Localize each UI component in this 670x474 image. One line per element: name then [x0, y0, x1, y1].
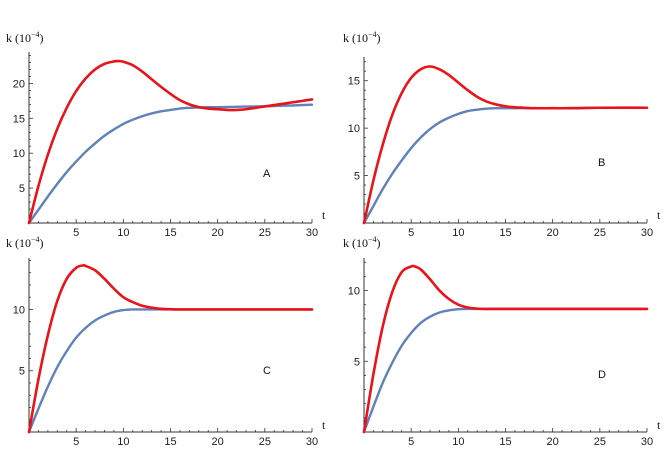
y-tick-label: 5: [19, 366, 25, 378]
x-tick-label: 25: [594, 227, 606, 239]
y-axis-title-exponent: −4: [368, 30, 377, 39]
x-tick-label: 15: [499, 436, 511, 448]
x-tick-label: 10: [452, 436, 464, 448]
x-tick-label: 5: [73, 227, 79, 239]
y-axis-title-main: k (10: [343, 236, 368, 250]
y-tick-label: 10: [348, 286, 360, 298]
y-tick-label: 5: [19, 183, 25, 195]
x-axis-title: t: [322, 208, 326, 222]
x-axis-title: t: [657, 418, 661, 432]
panel-a: 5 10 15 20 25 30 5 10 15 20 k (10−4) t A: [6, 30, 326, 239]
x-tick-label: 30: [641, 227, 653, 239]
panel-c: 5 10 15 20 25 30 5 10 k (10−4) t C: [6, 235, 326, 448]
y-axis-title: k (10−4): [343, 235, 381, 250]
y-axis-title-close: ): [377, 31, 381, 45]
y-axis-title-close: ): [377, 236, 381, 250]
x-tick-label: 15: [164, 227, 176, 239]
y-axis-title: k (10−4): [6, 235, 44, 250]
y-axis-title-exponent: −4: [31, 30, 40, 39]
y-axis-title-close: ): [40, 31, 44, 45]
x-tick-label: 30: [306, 436, 318, 448]
y-axis-title-main: k (10: [6, 236, 31, 250]
y-tick-label: 20: [13, 78, 25, 90]
panel-label: A: [263, 168, 271, 180]
panel-label: B: [598, 157, 605, 169]
x-tick-label: 15: [499, 227, 511, 239]
panel-label: D: [598, 369, 606, 381]
y-tick-label: 5: [354, 356, 360, 368]
x-tick-label: 10: [117, 436, 129, 448]
x-tick-label: 20: [547, 227, 559, 239]
y-tick-label: 10: [13, 304, 25, 316]
x-tick-label: 30: [306, 227, 318, 239]
x-axis-title: t: [657, 208, 661, 222]
panel-b: 5 10 15 20 25 30 5 10 15 k (10−4) t B: [343, 30, 661, 239]
y-axis-title-main: k (10: [6, 31, 31, 45]
red-series-line: [362, 65, 649, 225]
x-tick-label: 5: [408, 436, 414, 448]
x-tick-label: 5: [408, 227, 414, 239]
x-axis-title: t: [322, 418, 326, 432]
panel-label: C: [263, 365, 271, 377]
x-tick-label: 20: [212, 436, 224, 448]
x-tick-label: 10: [117, 227, 129, 239]
x-tick-label: 20: [547, 436, 559, 448]
red-series-line: [362, 264, 649, 434]
y-tick-label: 10: [13, 148, 25, 160]
y-axis-title: k (10−4): [343, 30, 381, 45]
blue-series-line: [27, 103, 314, 225]
y-axis-title-close: ): [40, 236, 44, 250]
y-tick-label: 15: [13, 113, 25, 125]
y-axis-title-exponent: −4: [368, 235, 377, 244]
panel-d: 5 10 15 20 25 30 5 10 k (10−4) t D: [343, 235, 661, 448]
x-tick-label: 10: [452, 227, 464, 239]
x-tick-label: 5: [73, 436, 79, 448]
red-series-line: [27, 263, 314, 434]
x-tick-label: 20: [212, 227, 224, 239]
x-tick-label: 30: [641, 436, 653, 448]
y-axis-title-exponent: −4: [31, 235, 40, 244]
red-series-line: [27, 59, 314, 225]
y-tick-label: 5: [354, 171, 360, 183]
x-tick-label: 25: [594, 436, 606, 448]
y-tick-label: 10: [348, 123, 360, 135]
x-tick-label: 15: [164, 436, 176, 448]
y-tick-label: 15: [348, 76, 360, 88]
y-axis-title: k (10−4): [6, 30, 44, 45]
x-tick-label: 25: [259, 436, 271, 448]
x-tick-label: 25: [259, 227, 271, 239]
y-axis-title-main: k (10: [343, 31, 368, 45]
